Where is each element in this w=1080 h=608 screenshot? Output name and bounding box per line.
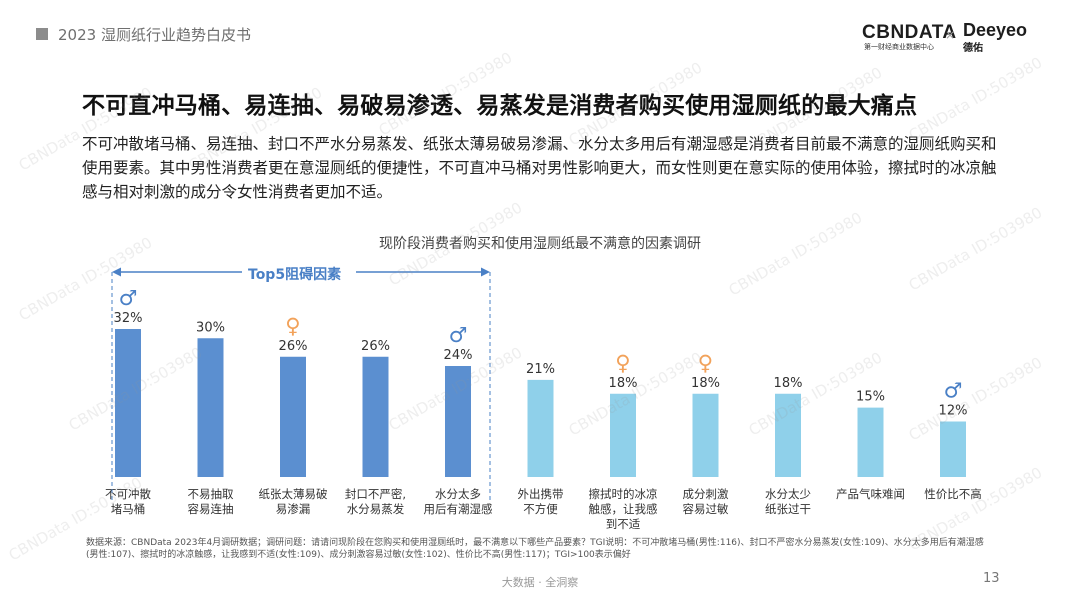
- category-label: 不可冲散: [105, 487, 151, 501]
- deeyeo-logo-subtitle: 德佑: [963, 43, 983, 54]
- chart-bar: [692, 393, 719, 477]
- female-symbol-icon: ♀: [615, 351, 630, 375]
- chart-bar: [857, 407, 884, 477]
- category-label: 容易连抽: [188, 502, 234, 516]
- deeyeo-logo: Deeyeo: [963, 20, 1028, 40]
- chart-bar: [280, 356, 306, 477]
- chart-bar: [940, 421, 966, 477]
- male-symbol-icon: ♂: [449, 323, 468, 347]
- chart-bar: [197, 338, 224, 477]
- page-number: 13: [983, 571, 1000, 586]
- chart-bar: [362, 356, 389, 477]
- chart-bar: [610, 393, 636, 477]
- category-label: 触感，让我感: [589, 502, 658, 516]
- category-label: 容易过敏: [683, 502, 729, 516]
- category-label: 成分刺激: [683, 487, 729, 501]
- bracket-arrow-left-icon: [112, 267, 121, 277]
- chart-bar: [775, 393, 801, 477]
- bar-value-label: 12%: [939, 404, 968, 419]
- male-symbol-icon: ♂: [119, 286, 138, 310]
- data-source-note: 数据来源：CBNData 2023年4月调研数据；调研问题：请请问现阶段在您购买…: [86, 538, 984, 560]
- category-label: 用后有潮湿感: [424, 502, 493, 516]
- female-symbol-icon: ♀: [285, 314, 300, 338]
- male-symbol-icon: ♂: [944, 379, 963, 403]
- category-label: 水分易蒸发: [347, 502, 405, 516]
- bar-value-label: 24%: [444, 348, 473, 363]
- category-label: 外出携带: [518, 487, 564, 501]
- header-square: [36, 28, 48, 40]
- bar-value-label: 26%: [279, 339, 308, 354]
- bar-value-label: 15%: [856, 390, 885, 405]
- chart-title: 现阶段消费者购买和使用湿厕纸最不满意的因素调研: [379, 236, 701, 252]
- category-label: 擦拭时的冰凉: [589, 487, 658, 501]
- top5-bracket-label: Top5阻碍因素: [248, 267, 342, 283]
- bar-value-label: 18%: [691, 376, 720, 391]
- category-label: 堵马桶: [111, 502, 146, 516]
- cbndata-logo-subtitle: 第一财经商业数据中心: [864, 43, 934, 51]
- bar-value-label: 26%: [361, 339, 390, 354]
- bar-value-label: 30%: [196, 320, 225, 335]
- report-title: 2023 湿厕纸行业趋势白皮书: [58, 26, 251, 44]
- category-label: 不方便: [523, 502, 558, 516]
- cbndata-logo: CBNDATA: [862, 22, 957, 43]
- category-label: 性价比不高: [924, 487, 982, 501]
- bar-value-label: 21%: [526, 362, 555, 377]
- chart-bar: [445, 366, 471, 477]
- chart-bar: [527, 379, 554, 477]
- footer-tagline: 大数据 · 全洞察: [501, 576, 579, 589]
- logo-separator: ×: [945, 28, 956, 42]
- category-label: 纸张太薄易破: [259, 487, 328, 501]
- bar-value-label: 32%: [114, 311, 143, 326]
- category-label: 产品气味难闻: [836, 487, 905, 501]
- category-label: 封口不严密,: [345, 487, 406, 501]
- category-label: 水分太多: [435, 487, 481, 501]
- category-label: 易渗漏: [276, 502, 311, 516]
- category-label: 水分太少: [765, 487, 811, 501]
- category-label: 到不适: [606, 517, 641, 531]
- female-symbol-icon: ♀: [698, 351, 713, 375]
- category-label: 纸张过干: [765, 502, 811, 516]
- slide-title: 不可直冲马桶、易连抽、易破易渗透、易蒸发是消费者购买使用湿厕纸的最大痛点: [82, 93, 918, 119]
- chart-bar: [115, 329, 141, 477]
- slide-description: 不可冲散堵马桶、易连抽、封口不严水分易蒸发、纸张太薄易破易渗漏、水分太多用后有潮…: [82, 135, 997, 201]
- bar-value-label: 18%: [774, 376, 803, 391]
- bracket-arrow-right-icon: [481, 267, 490, 277]
- category-label: 不易抽取: [188, 487, 234, 501]
- bar-value-label: 18%: [609, 376, 638, 391]
